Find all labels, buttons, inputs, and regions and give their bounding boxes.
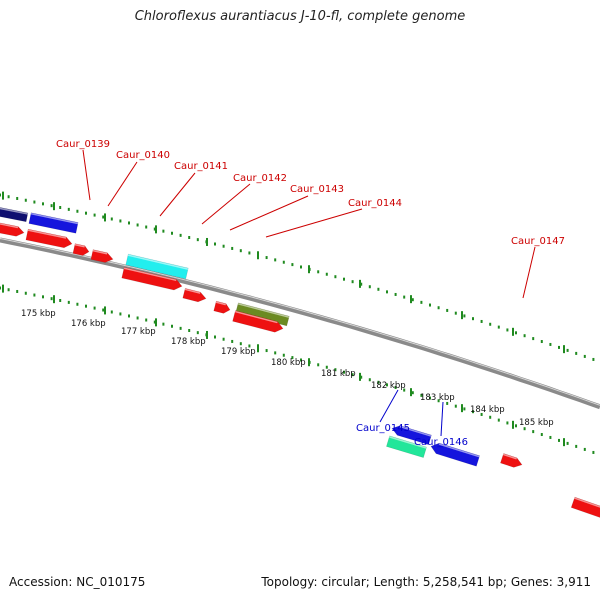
scale-label: 177 kbp xyxy=(121,327,156,337)
gene-feature-b[interactable] xyxy=(72,243,90,257)
gene-caur-0146-feature[interactable] xyxy=(429,441,481,467)
scale-label: 180 kbp xyxy=(271,358,306,368)
scale-label: 178 kbp xyxy=(171,337,206,347)
gene-label[interactable]: Caur_0147 xyxy=(511,236,565,247)
gene-feature-f[interactable] xyxy=(570,496,600,520)
callout-leader-line xyxy=(379,389,399,423)
accession-text: Accession: NC_010175 xyxy=(9,575,146,589)
gene-label[interactable]: Caur_0144 xyxy=(348,198,402,209)
gene-feature-g[interactable] xyxy=(391,424,432,446)
callout-leader-line xyxy=(522,246,536,299)
gene-feature-e[interactable] xyxy=(213,300,231,315)
gene-label[interactable]: Caur_0146 xyxy=(414,437,468,448)
gene-caur-0144-feature[interactable] xyxy=(235,302,290,327)
scale-label: 185 kbp xyxy=(519,418,554,428)
scale-labels: 175 kbp 176 kbp 177 kbp 178 kbp 179 kbp 180 k… xyxy=(21,309,554,428)
callout-leader-line xyxy=(440,401,444,437)
scale-label: 176 kbp xyxy=(71,319,106,329)
scale-label: 179 kbp xyxy=(221,347,256,357)
gene-label[interactable]: Caur_0140 xyxy=(116,150,170,161)
scale-label: 183 kbp xyxy=(420,393,455,403)
scale-label: 184 kbp xyxy=(470,405,505,415)
gene-features xyxy=(0,206,600,520)
gene-caur-0143-feature[interactable] xyxy=(232,310,285,334)
gene-label[interactable]: Caur_0139 xyxy=(56,139,110,150)
gene-label[interactable]: Caur_0145 xyxy=(356,423,410,434)
gene-caur-0140-feature[interactable] xyxy=(25,228,73,249)
callout-leader-line xyxy=(229,195,309,231)
gene-feature-a[interactable] xyxy=(0,221,25,238)
gene-caur-0139-feature[interactable] xyxy=(28,212,79,234)
gene-caur-0138-feature[interactable] xyxy=(0,206,29,223)
gene-label[interactable]: Caur_0142 xyxy=(233,173,287,184)
gene-caur-0142-feature[interactable] xyxy=(121,266,183,291)
callout-leader-line xyxy=(107,161,138,207)
scale-label: 182 kbp xyxy=(371,381,406,391)
map-title: Chloroflexus aurantiacus J-10-fl, comple… xyxy=(134,9,466,24)
genome-summary-text: Topology: circular; Length: 5,258,541 bp… xyxy=(261,575,591,589)
callout-leader-line xyxy=(265,208,363,238)
gene-label[interactable]: Caur_0141 xyxy=(174,161,228,172)
gene-caur-0145-feature[interactable] xyxy=(386,435,427,458)
gene-feature-c[interactable] xyxy=(90,249,114,264)
gene-caur-0147-feature[interactable] xyxy=(500,453,523,469)
gene-caur-0141-feature[interactable] xyxy=(125,253,189,280)
scale-label: 175 kbp xyxy=(21,309,56,319)
scale-label: 181 kbp xyxy=(321,369,356,379)
callout-leader-line xyxy=(159,172,196,217)
gene-feature-d[interactable] xyxy=(182,287,207,303)
callout-leader-line xyxy=(201,183,251,225)
callout-leader-line xyxy=(82,149,91,201)
gene-callouts: Caur_0139Caur_0140Caur_0141Caur_0142Caur… xyxy=(56,139,565,448)
gene-label[interactable]: Caur_0143 xyxy=(290,184,344,195)
tick-marks xyxy=(0,191,595,454)
